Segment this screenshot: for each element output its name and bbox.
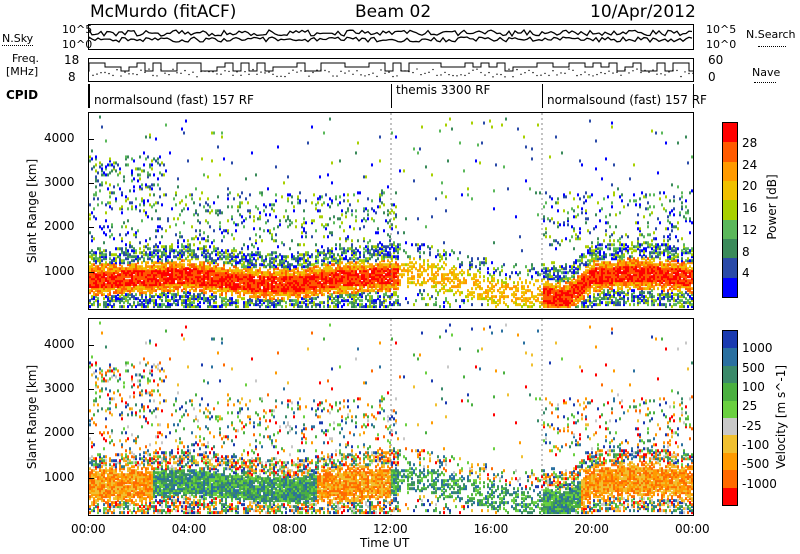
powerYTicks-tick-0: [88, 271, 94, 273]
velCbar-swatch-7: [723, 452, 737, 471]
nave-dotline: [754, 82, 776, 83]
freq-unit: [MHz]: [6, 65, 39, 78]
beam-title: Beam 02: [355, 2, 432, 22]
freq-tick-top: 18: [64, 53, 80, 67]
velCbar-swatch-3: [723, 383, 737, 402]
x-tick-label-1: 04:00: [171, 522, 207, 536]
velCbar-swatch-1: [723, 348, 737, 367]
nsearch-dotline: [758, 46, 786, 47]
cpid-segment-2: themis 3300 RF: [391, 83, 490, 108]
nave-tick-bottom: 0: [708, 70, 716, 84]
velocity-heatmap: [89, 319, 693, 515]
velCbarTicks-1: 500: [742, 360, 765, 375]
powerCbarTicks-4: 12: [742, 222, 758, 237]
powerYTicks-tick-2: [88, 182, 94, 184]
velCbar-swatch-2: [723, 365, 737, 384]
powerYTicks-label-3: 4000: [44, 130, 75, 145]
power-panel: [88, 112, 694, 310]
velYTicks-tick-1: [88, 433, 94, 435]
velCbar-swatch-4: [723, 400, 737, 419]
velYTicks-label-3: 4000: [44, 336, 75, 351]
x-tick-label-4: 16:00: [473, 522, 509, 536]
power-colorbar-label: Power [dB]: [765, 174, 779, 240]
cpid-segment-3: normalsound (fast) 157 RF: [542, 84, 707, 108]
cpid-segment-3-label: normalsound (fast) 157 RF: [547, 93, 707, 107]
x-axis-label: Time UT: [360, 536, 410, 550]
velYTicks-tick-0: [88, 477, 94, 479]
powerCbar-swatch-4: [723, 200, 737, 221]
x-tick-label-3: 12:00: [373, 522, 408, 536]
powerCbarTicks-2: 20: [742, 179, 758, 194]
nave-label: Nave: [752, 66, 781, 79]
cpid-segment-2-label: themis 3300 RF: [396, 83, 491, 97]
velYTicks-tick-2: [88, 388, 94, 390]
velCbarTicks-0: 1000: [742, 341, 773, 356]
freq-tick-bottom: 8: [68, 70, 76, 84]
powerCbar-swatch-5: [723, 219, 737, 240]
velYTicks-tick-3: [88, 344, 94, 346]
powerCbarTicks-3: 16: [742, 201, 758, 215]
powerCbar-swatch-8: [723, 277, 737, 298]
x-tick-label-5: 20:00: [574, 522, 609, 536]
powerYTicks-tick-1: [88, 227, 94, 229]
velYTicks-label-1: 2000: [44, 425, 75, 440]
cpid-label: CPID: [6, 88, 39, 102]
velCbarTicks-4: -25: [742, 418, 762, 433]
velCbar-swatch-8: [723, 470, 737, 489]
powerYTicks-label-0: 1000: [44, 263, 75, 278]
velCbar-swatch-0: [723, 331, 737, 349]
powerCbar-swatch-2: [723, 161, 737, 182]
powerCbar-swatch-3: [723, 181, 737, 201]
noise-panel: [88, 24, 694, 50]
date-title: 10/Apr/2012: [590, 2, 696, 22]
velCbarTicks-6: -500: [742, 457, 770, 472]
powerCbarTicks-6: 4: [742, 266, 750, 281]
noise-traces: [89, 28, 693, 44]
velYTicks-label-2: 3000: [44, 380, 75, 395]
velCbar-swatch-5: [723, 418, 737, 436]
power-heatmap: [89, 113, 693, 309]
freq-panel: [88, 58, 694, 82]
nsky-label: N.Sky: [2, 32, 34, 46]
powerYTicks-label-2: 3000: [44, 174, 75, 189]
powerYTicks-tick-3: [88, 138, 94, 140]
powerCbar-swatch-6: [723, 239, 737, 259]
freq-label: Freq.: [12, 52, 40, 65]
cpid-segment-1: normalsound (fast) 157 RF: [89, 84, 254, 108]
nsearch-label: N.Search: [746, 28, 796, 41]
noise-tick-left-top: 10^5: [62, 23, 93, 36]
velCbarTicks-7: -1000: [742, 476, 777, 491]
powerCbar-swatch-0: [723, 123, 737, 143]
velYTicks-label-0: 1000: [44, 469, 75, 484]
nave-tick-top: 60: [708, 53, 724, 67]
velocity-ylabel: Slant Range [km]: [25, 364, 39, 470]
velocity-panel: [88, 318, 694, 516]
power-ylabel: Slant Range [km]: [25, 158, 39, 264]
powerCbar-swatch-7: [723, 258, 737, 279]
noise-tick-left-bottom: 10^0: [62, 38, 93, 51]
powerCbarTicks-1: 24: [742, 157, 758, 172]
x-tick-label-0: 00:00: [71, 522, 106, 536]
powerCbarTicks-0: 28: [742, 135, 758, 150]
velCbar-swatch-6: [723, 435, 737, 454]
velCbar-swatch-9: [723, 487, 737, 506]
velocity-colorbar: [722, 330, 738, 506]
noise-tick-right-top: 10^5: [706, 23, 737, 36]
velocity-colorbar-label: Velocity [m s^-1]: [774, 364, 788, 470]
powerYTicks-label-1: 2000: [44, 219, 75, 234]
x-tick-label-2: 08:00: [272, 522, 307, 536]
x-tick-label-6: 00:00: [675, 522, 710, 536]
station-title: McMurdo (fitACF): [90, 2, 237, 22]
velCbarTicks-3: 25: [742, 399, 758, 414]
velCbarTicks-5: -100: [742, 438, 770, 452]
powerCbarTicks-5: 8: [742, 244, 750, 259]
powerCbar-swatch-1: [723, 142, 737, 163]
cpid-segment-1-label: normalsound (fast) 157 RF: [94, 93, 254, 107]
power-colorbar: [722, 122, 738, 298]
noise-tick-right-bottom: 10^0: [706, 38, 737, 51]
freq-traces: [89, 62, 693, 78]
cpid-bar: normalsound (fast) 157 RF themis 3300 RF…: [88, 83, 707, 108]
velCbarTicks-2: 100: [742, 380, 765, 394]
